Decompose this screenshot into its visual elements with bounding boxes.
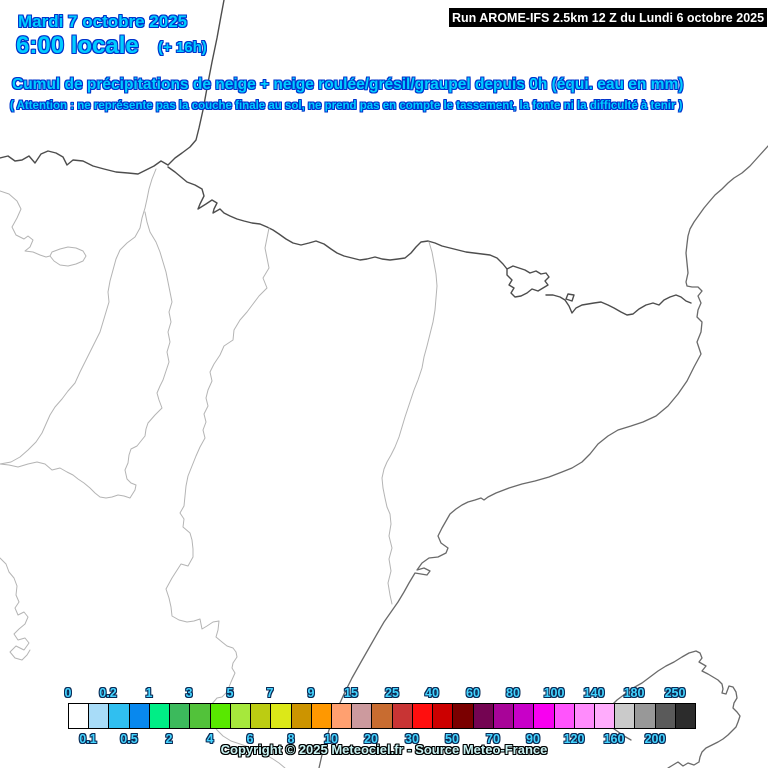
color-scale-value-label: 90: [526, 732, 540, 746]
color-scale-cell: [129, 703, 150, 729]
color-scale-value-label: 7: [266, 686, 274, 700]
color-scale-cell: [675, 703, 696, 729]
color-scale-value-label: 30: [405, 732, 419, 746]
precipitation-color-scale: 0 0.1 0.2 0.5 1 2 3 4 5 6 7 8 9 10 15 20 25 30 40 50 60 70 80 9…: [64, 686, 696, 748]
color-scale-cell: [574, 703, 595, 729]
color-scale-value-label: 40: [425, 686, 439, 700]
color-scale-cell: [351, 703, 372, 729]
color-scale-value-label: 25: [385, 686, 399, 700]
map-title: Cumul de précipitations de neige + neige…: [12, 76, 684, 93]
color-scale-value-label: 0.5: [120, 732, 138, 746]
color-scale-value-label: 5: [226, 686, 234, 700]
border-pyrenees-east: [545, 294, 692, 316]
date-label: Mardi 7 octobre 2025: [18, 12, 188, 31]
color-scale-value-label: 50: [445, 732, 459, 746]
province-border-huesca-lleida: [381, 241, 438, 605]
color-scale-cell: [331, 703, 352, 729]
color-scale-value-label: 250: [664, 686, 686, 700]
color-scale-cell: [291, 703, 312, 729]
color-scale-value-label: 160: [603, 732, 625, 746]
color-scale-value-label: 0: [64, 686, 72, 700]
color-scale-cell: [108, 703, 130, 729]
color-scale-cell: [210, 703, 231, 729]
color-scale-value-label: 3: [185, 686, 193, 700]
color-scale-value-label: 10: [324, 732, 338, 746]
color-scale-value-label: 1: [145, 686, 153, 700]
color-scale-cell: [88, 703, 109, 729]
color-scale-cell: [68, 703, 89, 729]
color-scale-value-label: 0.2: [99, 686, 117, 700]
color-scale-value-label: 8: [287, 732, 295, 746]
province-border-basque-coast: [0, 190, 51, 258]
color-scale-cell: [634, 703, 656, 729]
color-scale-value-label: 9: [307, 686, 315, 700]
color-scale-cell: [432, 703, 453, 729]
color-scale-value-label: 2: [165, 732, 173, 746]
color-scale-value-label: 20: [364, 732, 378, 746]
color-scale-value-label: 200: [644, 732, 666, 746]
color-scale-cell: [250, 703, 271, 729]
color-scale-cell: [392, 703, 413, 729]
coastline-north-spain: [0, 150, 169, 175]
province-border-soria: [0, 557, 31, 661]
province-border-basque-west: [0, 168, 157, 465]
color-scale-cell: [169, 703, 190, 729]
color-scale-cell: [311, 703, 332, 729]
color-scale-cell: [614, 703, 635, 729]
color-scale-value-label: 140: [583, 686, 605, 700]
local-time-label: 6:00 locale: [16, 32, 139, 59]
color-scale-cell: [230, 703, 251, 729]
color-scale-value-label: 70: [486, 732, 500, 746]
color-scale-cell: [473, 703, 494, 729]
color-scale-cell: [594, 703, 615, 729]
color-scale-cell: [533, 703, 555, 729]
color-scale-bar: [68, 703, 696, 729]
color-scale-value-label: 4: [206, 732, 214, 746]
color-scale-cell: [493, 703, 514, 729]
llivia-enclave-outline: [565, 293, 575, 302]
color-scale-cell: [270, 703, 292, 729]
coastline-mediterranean: [318, 145, 768, 768]
forecast-offset-label: (+ 16h): [158, 39, 207, 56]
color-scale-value-label: 80: [506, 686, 520, 700]
color-scale-value-label: 0.1: [79, 732, 97, 746]
province-border-navarra-aragon: [165, 227, 286, 768]
color-scale-cell: [189, 703, 211, 729]
color-scale-value-label: 15: [344, 686, 358, 700]
copyright-label: Copyright © 2025 Meteociel.fr - Source M…: [220, 742, 548, 757]
color-scale-cell: [149, 703, 170, 729]
color-scale-value-label: 6: [246, 732, 254, 746]
color-scale-cell: [452, 703, 474, 729]
color-scale-value-label: 120: [563, 732, 585, 746]
color-scale-cell: [513, 703, 534, 729]
color-scale-cell: [554, 703, 575, 729]
color-scale-cell: [655, 703, 676, 729]
color-scale-value-label: 60: [466, 686, 480, 700]
model-run-banner: Run AROME-IFS 2.5km 12 Z du Lundi 6 octo…: [449, 8, 767, 27]
border-pyrenees: [167, 166, 508, 270]
color-scale-cell: [371, 703, 393, 729]
province-border-rioja: [0, 211, 173, 499]
color-scale-cell: [412, 703, 433, 729]
color-scale-value-label: 180: [623, 686, 645, 700]
trevino-enclave-outline: [49, 246, 87, 267]
mallorca-island-outline: [609, 650, 741, 768]
color-scale-value-label: 100: [543, 686, 565, 700]
model-run-label: Run AROME-IFS 2.5km 12 Z du Lundi 6 octo…: [451, 10, 765, 25]
map-warning-subtitle: ( Attention : ne représente pas la couch…: [10, 100, 683, 112]
coastline-atlantic-france: [167, 0, 225, 166]
andorra-outline: [506, 265, 550, 298]
